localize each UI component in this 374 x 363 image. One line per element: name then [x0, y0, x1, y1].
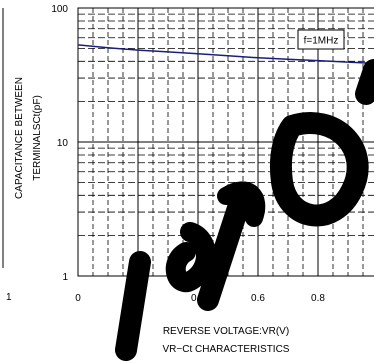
x-axis-title: REVERSE VOLTAGE:VR(V): [163, 326, 289, 337]
watermark-stroke-4: [217, 181, 266, 227]
watermark-stroke-5: [270, 112, 369, 227]
y-tick-label: 10: [57, 138, 69, 149]
x-tick-labels: 00.20.40.60.81: [75, 293, 325, 304]
series-line: [77, 44, 374, 65]
chart-caption: VR−Ct CHARACTERISTICS: [163, 344, 290, 355]
watermark-stroke-6: [355, 59, 374, 105]
x-tick-label: 0.8: [311, 293, 325, 304]
watermark-stroke-2: [165, 222, 216, 292]
y-tick-labels: 1 10 100: [51, 4, 68, 283]
y-axis-title-line2: TERMINALSCt(pF): [32, 95, 43, 181]
y-tick-label: 100: [51, 4, 68, 15]
watermark-stroke-3: [197, 197, 249, 311]
frequency-annotation: f=1MHz: [297, 29, 345, 50]
left-edge-label: 1: [6, 292, 12, 303]
y-axis-title: CAPACITANCE BETWEEN TERMINALSCt(pF): [14, 77, 43, 199]
x-tick-label: 0: [75, 293, 81, 304]
x-tick-label: 0.6: [251, 293, 265, 304]
series-layer: [77, 44, 374, 65]
annotation-text: f=1MHz: [304, 36, 339, 47]
grid: [78, 8, 374, 276]
annotation-box: [297, 29, 345, 50]
watermark: [115, 59, 374, 361]
y-axis-title-line1: CAPACITANCE BETWEEN: [14, 77, 25, 199]
y-tick-label: 1: [62, 272, 68, 283]
watermark-stroke-1: [115, 251, 151, 361]
